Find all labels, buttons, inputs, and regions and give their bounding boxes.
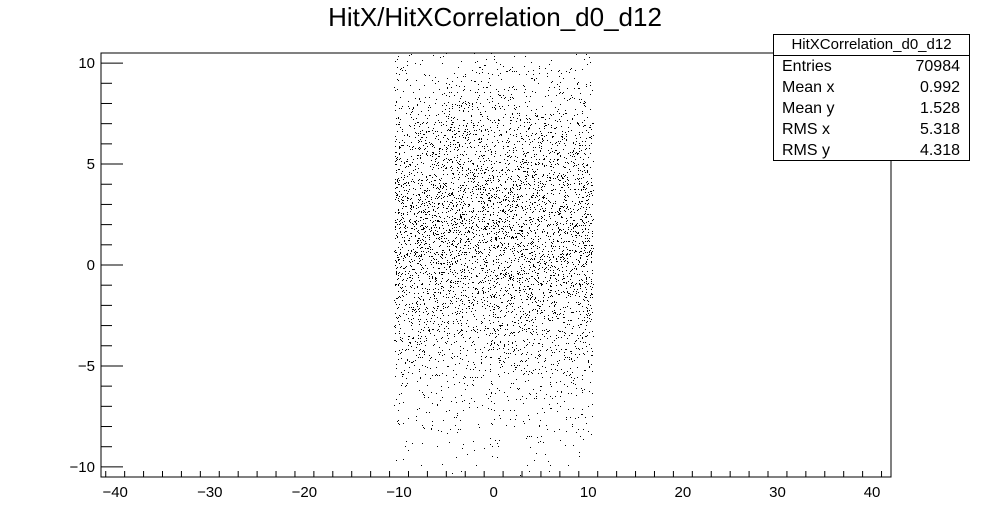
stats-row-rms-x: RMS x 5.318 — [774, 119, 969, 140]
stats-label: Mean y — [782, 100, 835, 117]
y-tick-label: 0 — [87, 257, 95, 274]
x-axis: −40 −30 −20 −10 0 10 20 30 40 — [102, 471, 883, 501]
stats-value: 5.318 — [919, 121, 960, 138]
stats-value: 4.318 — [919, 142, 960, 159]
stats-box-title: HitXCorrelation_d0_d12 — [774, 35, 969, 56]
stats-label: RMS x — [782, 121, 830, 138]
x-tick-label: 20 — [675, 484, 692, 501]
stats-row-mean-x: Mean x 0.992 — [774, 77, 969, 98]
x-tick-label: 0 — [489, 484, 497, 501]
scatter-points — [394, 53, 594, 476]
x-tick-label: −20 — [292, 484, 317, 501]
x-tick-label: 10 — [580, 484, 597, 501]
y-tick-label: 5 — [87, 156, 95, 173]
y-axis: −10 −5 0 5 10 — [70, 55, 123, 476]
scatter-markers — [394, 53, 594, 476]
stats-label: Entries — [782, 58, 832, 75]
x-tick-label: −40 — [102, 484, 127, 501]
stats-row-mean-y: Mean y 1.528 — [774, 98, 969, 119]
x-tick-label: −10 — [386, 484, 411, 501]
stats-label: RMS y — [782, 142, 830, 159]
stats-box: HitXCorrelation_d0_d12 Entries 70984 Mea… — [773, 34, 970, 161]
x-tick-label: −30 — [197, 484, 222, 501]
x-tick-label: 30 — [769, 484, 786, 501]
chart-title: HitX/HitXCorrelation_d0_d12 — [328, 2, 662, 32]
stats-row-entries: Entries 70984 — [774, 56, 969, 77]
y-tick-label: 10 — [78, 55, 95, 72]
stats-label: Mean x — [782, 79, 835, 96]
y-tick-label: −10 — [70, 459, 95, 476]
stats-value: 1.528 — [919, 100, 960, 117]
stats-value: 0.992 — [919, 79, 960, 96]
stats-value: 70984 — [915, 58, 961, 75]
y-tick-label: −5 — [78, 358, 95, 375]
stats-row-rms-y: RMS y 4.318 — [774, 140, 969, 161]
x-tick-label: 40 — [864, 484, 881, 501]
